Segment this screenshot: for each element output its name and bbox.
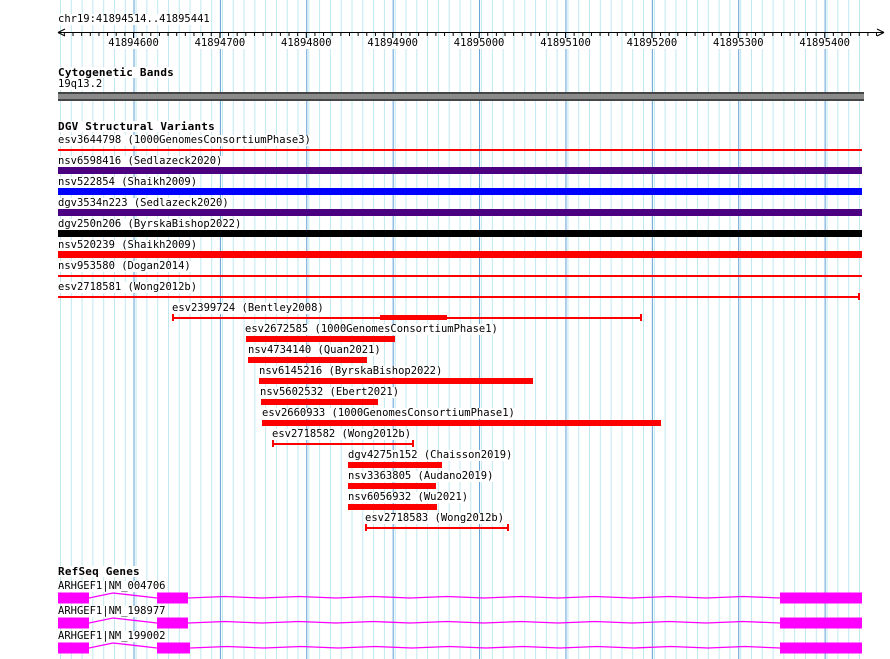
variant-bar[interactable] — [58, 251, 862, 258]
variant-label[interactable]: nsv953580 (Dogan2014) — [58, 260, 192, 272]
ruler-right-arrow-icon — [876, 28, 885, 33]
variant-thick-segment[interactable] — [380, 315, 447, 320]
variant-label[interactable]: nsv6598416 (Sedlazeck2020) — [58, 155, 224, 167]
variant-range-line[interactable] — [366, 527, 508, 529]
variant-bar[interactable] — [348, 483, 436, 489]
variant-range-line[interactable] — [58, 296, 859, 298]
intron-line — [187, 595, 781, 599]
exon-box[interactable] — [58, 642, 89, 654]
intron-line — [187, 620, 781, 624]
exon-box[interactable] — [157, 617, 188, 629]
exon-box[interactable] — [157, 592, 188, 604]
section-header-refseq-genes: RefSeq Genes — [58, 565, 141, 578]
ruler-tick-label: 41895300 — [713, 37, 764, 49]
gene-label[interactable]: ARHGEF1|NM_004706 — [58, 580, 167, 592]
variant-range-end-tick — [640, 314, 642, 321]
gene-structure[interactable] — [58, 617, 862, 629]
variant-label[interactable]: esv2718581 (Wong2012b) — [58, 281, 199, 293]
exon-box[interactable] — [780, 642, 862, 654]
exon-box[interactable] — [780, 592, 862, 604]
intron-line — [189, 645, 781, 649]
variant-range-start-tick — [272, 440, 274, 447]
intron-line — [88, 617, 158, 624]
ruler-tick-label: 41895100 — [540, 37, 591, 49]
exon-box[interactable] — [157, 642, 190, 654]
variant-bar[interactable] — [348, 504, 437, 510]
variant-label[interactable]: nsv6145216 (ByrskaBishop2022) — [259, 365, 444, 377]
gene-label[interactable]: ARHGEF1|NM_199002 — [58, 630, 167, 642]
variant-line[interactable] — [58, 275, 862, 277]
section-header-dgv-structural-variants: DGV Structural Variants — [58, 120, 216, 133]
exon-box[interactable] — [58, 617, 89, 629]
gene-label[interactable]: ARHGEF1|NM_198977 — [58, 605, 167, 617]
variant-bar[interactable] — [58, 230, 862, 237]
variant-line[interactable] — [58, 149, 862, 151]
variant-label[interactable]: esv2718583 (Wong2012b) — [365, 512, 506, 524]
ruler-tick-label: 41894700 — [194, 37, 246, 49]
variant-label[interactable]: nsv4734140 (Quan2021) — [248, 344, 382, 356]
variant-bar[interactable] — [58, 167, 862, 174]
variant-bar[interactable] — [262, 420, 661, 426]
variant-range-end-tick — [858, 293, 860, 300]
gene-structure[interactable] — [58, 642, 862, 654]
variant-label[interactable]: dgv4275n152 (Chaisson2019) — [348, 449, 514, 461]
variant-bar[interactable] — [348, 462, 442, 468]
variant-label[interactable]: dgv250n206 (ByrskaBishop2022) — [58, 218, 243, 230]
variant-bar[interactable] — [58, 209, 862, 216]
gene-structure[interactable] — [58, 592, 862, 604]
variant-range-start-tick — [172, 314, 174, 321]
variant-label[interactable]: nsv6056932 (Wu2021) — [348, 491, 470, 503]
variant-bar[interactable] — [58, 188, 862, 195]
cytoband-glyph[interactable] — [58, 92, 864, 101]
exon-box[interactable] — [780, 617, 862, 629]
ruler-tick-label: 41895000 — [453, 37, 505, 49]
ruler-tick-label: 41895400 — [799, 37, 850, 49]
variant-label[interactable]: esv2399724 (Bentley2008) — [172, 302, 325, 314]
variant-range-end-tick — [412, 440, 414, 447]
variant-label[interactable]: esv3644798 (1000GenomesConsortiumPhase3) — [58, 134, 312, 146]
ruler-left-arrow-icon — [57, 28, 66, 33]
exon-box[interactable] — [58, 592, 89, 604]
variant-range-end-tick — [507, 524, 509, 531]
intron-line — [88, 642, 158, 649]
ruler-left-arrow-icon — [57, 32, 66, 37]
variant-label[interactable]: nsv5602532 (Ebert2021) — [260, 386, 401, 398]
variant-label[interactable]: nsv522854 (Shaikh2009) — [58, 176, 199, 188]
region-title: chr19:41894514..41895441 — [58, 13, 211, 25]
variant-bar[interactable] — [246, 336, 395, 342]
ruler-tick-label: 41894800 — [281, 37, 332, 49]
ruler-right-arrow-icon — [876, 32, 885, 37]
variant-label[interactable]: esv2718582 (Wong2012b) — [272, 428, 413, 440]
variant-label[interactable]: esv2660933 (1000GenomesConsortiumPhase1) — [262, 407, 516, 419]
variant-bar[interactable] — [259, 378, 533, 384]
variant-label[interactable]: esv2672585 (1000GenomesConsortiumPhase1) — [245, 323, 499, 335]
intron-line — [88, 592, 158, 599]
variant-range-line[interactable] — [273, 443, 413, 445]
cytoband-label: 19q13.2 — [58, 78, 104, 90]
ruler-tick-label: 41894900 — [367, 37, 418, 49]
coordinate-ruler — [57, 28, 885, 39]
variant-bar[interactable] — [248, 357, 367, 363]
variant-bar[interactable] — [261, 399, 378, 405]
variant-label[interactable]: dgv3534n223 (Sedlazeck2020) — [58, 197, 230, 209]
variant-range-start-tick — [365, 524, 367, 531]
section-header-cytogenetic-bands: Cytogenetic Bands — [58, 66, 175, 79]
ruler-tick-label: 41895200 — [626, 37, 678, 49]
ruler-tick-label: 41894600 — [108, 37, 159, 49]
variant-label[interactable]: nsv520239 (Shaikh2009) — [58, 239, 199, 251]
variant-label[interactable]: nsv3363805 (Audano2019) — [348, 470, 495, 482]
